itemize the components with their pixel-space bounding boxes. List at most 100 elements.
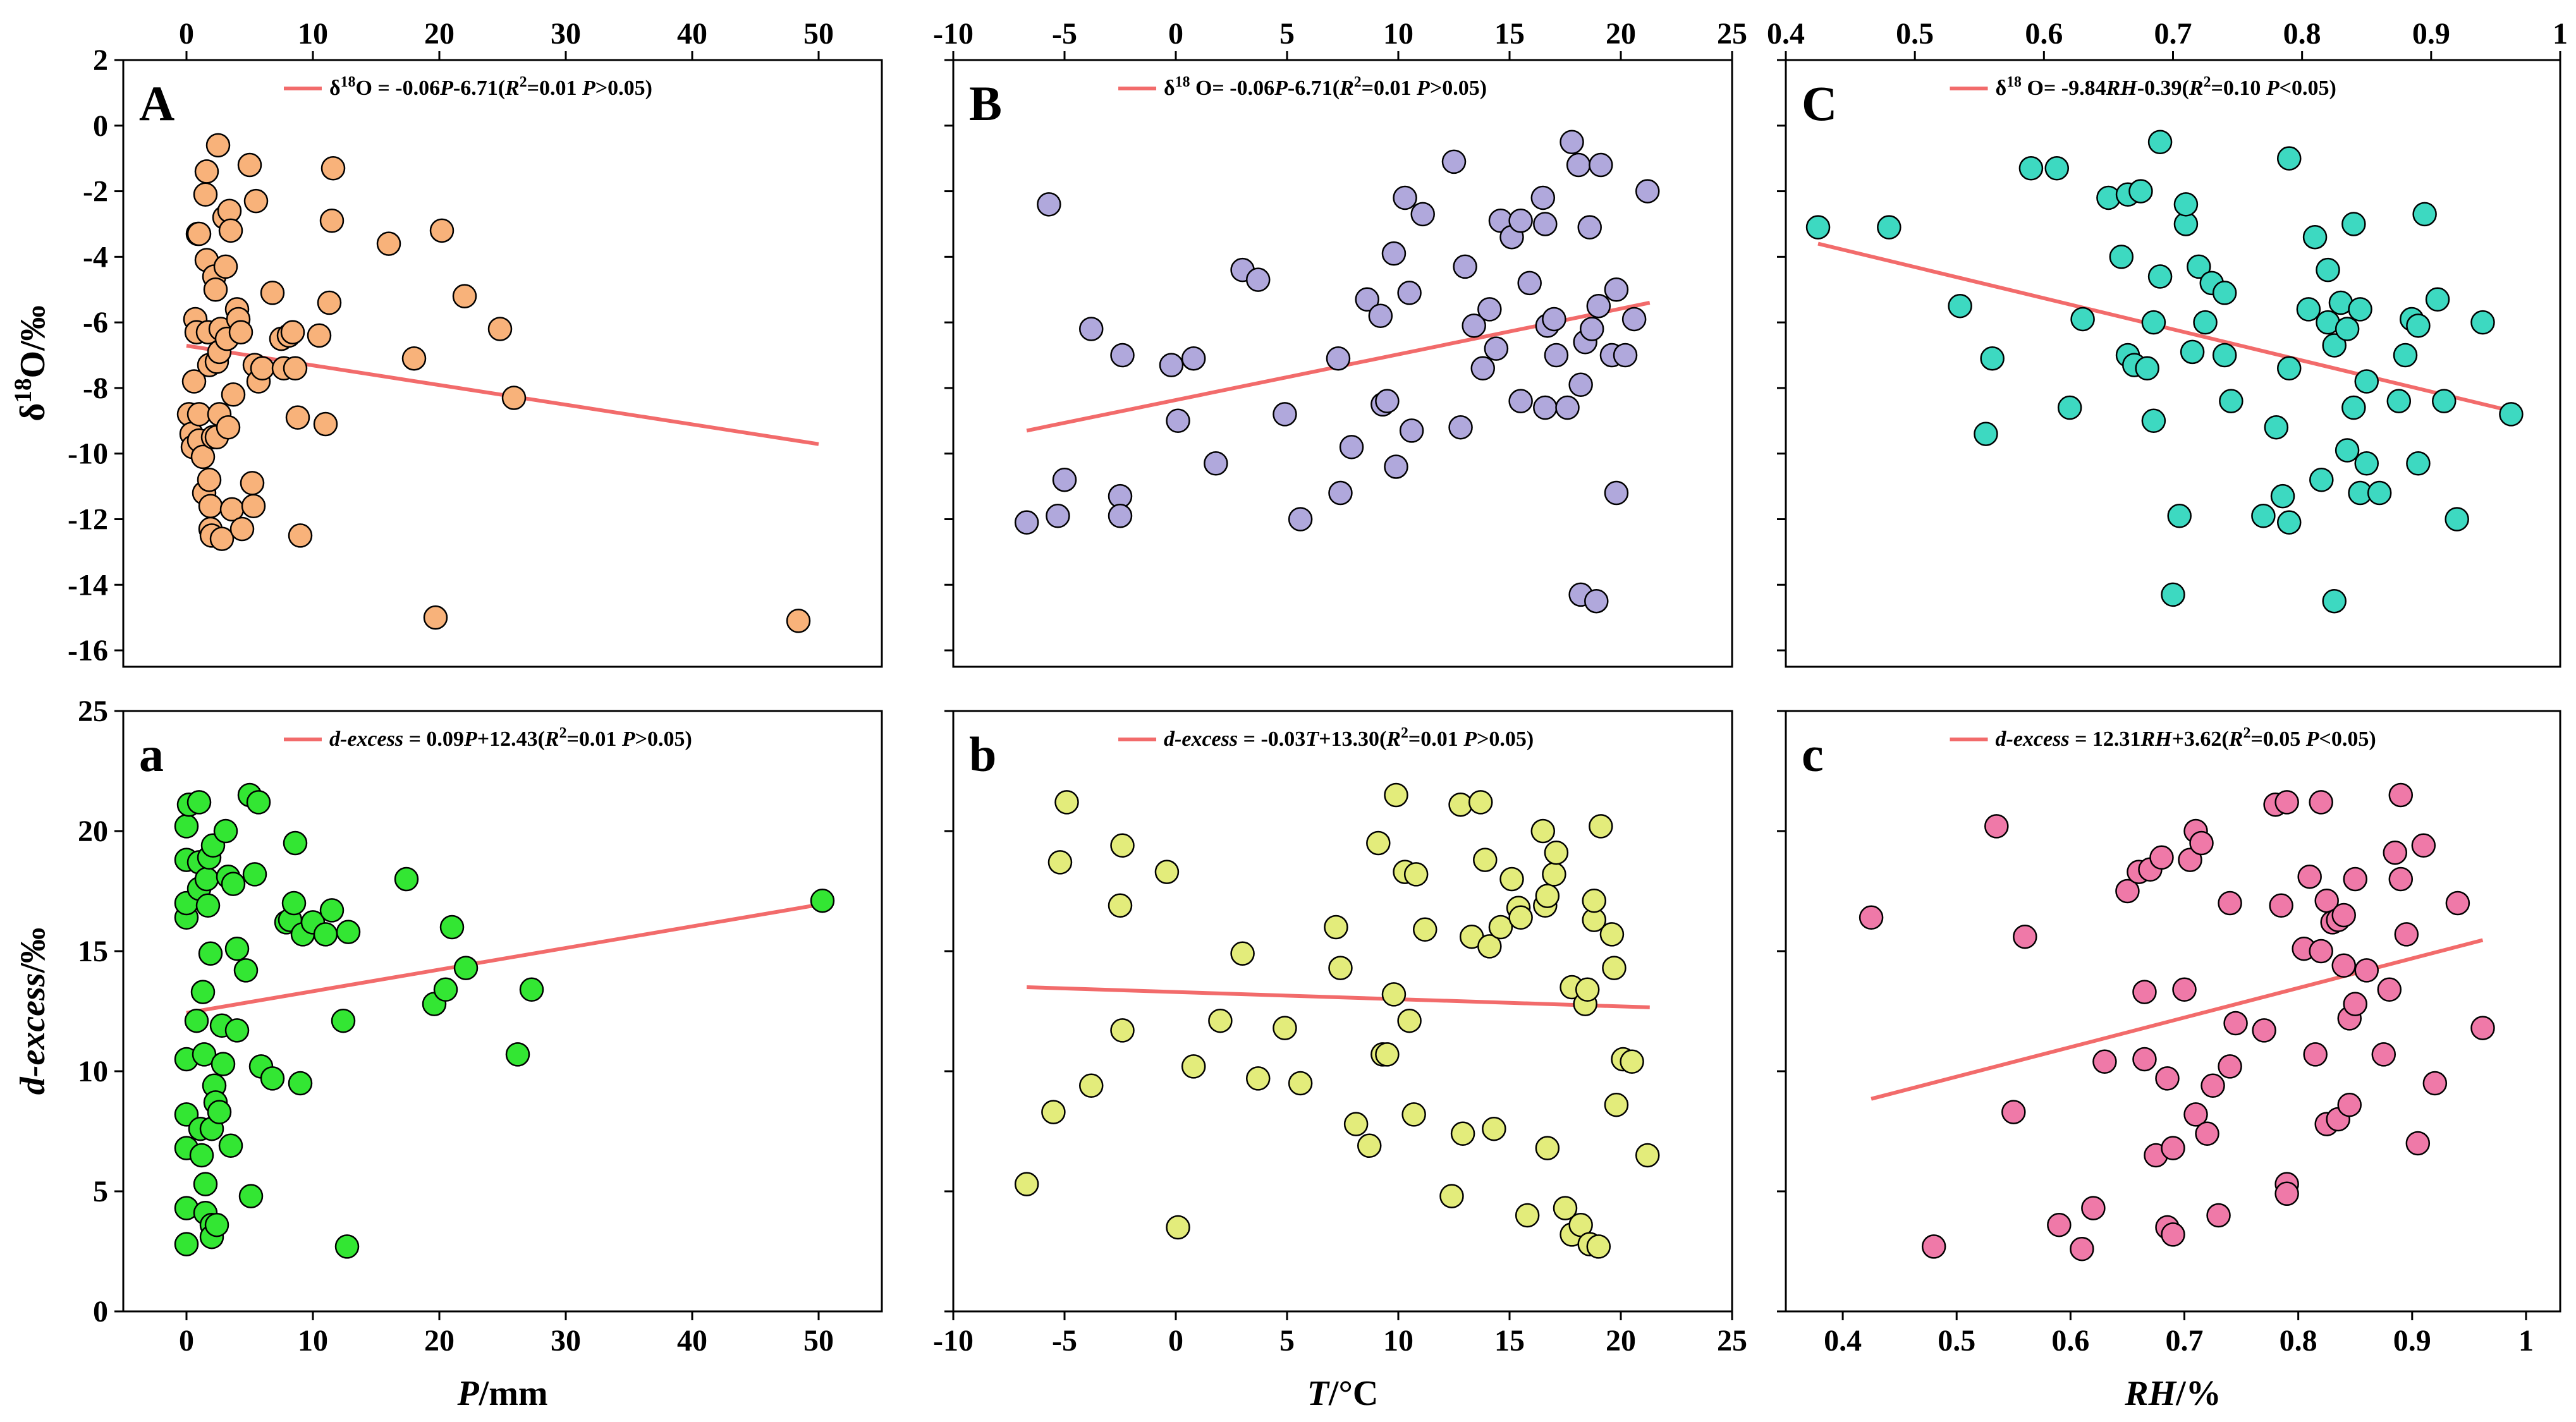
data-point [1533,212,1558,236]
data-point [1575,977,1600,1002]
data-point [228,320,253,344]
data-point [2141,408,2166,434]
x-tick-label: 0.6 [2025,17,2063,51]
data-point [190,444,216,470]
data-point [1499,866,1524,892]
data-point [2161,582,2185,607]
data-point [281,890,307,916]
data-point [2274,790,2299,815]
x-axis-label: RH/% [2124,1374,2221,1413]
data-point [2405,1131,2431,1156]
data-point [1473,848,1498,872]
y-tick-label: -14 [68,568,108,602]
data-point [197,467,222,492]
data-point [452,284,477,308]
data-point [2383,840,2408,865]
data-point [246,790,271,815]
data-point [1589,814,1613,839]
data-point [2201,1073,2225,1098]
data-point [1375,1042,1400,1067]
data-point [1154,860,1180,884]
x-tick-label: -10 [933,1324,974,1358]
data-point [2219,389,2243,413]
data-point [2187,254,2211,279]
data-point [1046,504,1070,528]
data-point [2167,504,2192,528]
data-point [1584,588,1609,614]
panel-letter: C [1802,76,1837,131]
data-point [1877,215,1901,240]
x-tick-label: 0.9 [2393,1324,2431,1358]
data-point [2277,510,2302,535]
data-point [242,862,267,887]
data-point [1635,179,1660,204]
data-point [2057,395,2082,420]
data-point [1984,814,2009,839]
data-point [1047,850,1073,875]
x-tick-label: 10 [1383,1324,1413,1358]
data-point [1108,893,1133,918]
data-point [810,888,835,913]
data-point [2394,922,2419,947]
data-point [1014,1172,1039,1196]
plot-frame [952,59,1733,668]
data-point [2251,504,2276,528]
x-tick-label: -10 [933,17,974,51]
x-tick-label: 0.7 [2154,17,2192,51]
data-point [1553,1196,1578,1220]
data-point [1014,510,1039,535]
data-point [2354,369,2379,394]
data-point [2331,953,2356,978]
data-point [1604,480,1629,506]
data-point [2070,1236,2094,1261]
data-point [280,320,305,344]
x-tick-label: 0 [179,17,194,51]
data-point [1288,507,1313,532]
data-point [2274,1181,2299,1206]
data-point [216,415,241,440]
data-point [194,159,219,184]
x-tick-label: 50 [803,17,834,51]
data-point [2132,980,2157,1004]
data-point [1037,192,1061,217]
data-point [1384,454,1408,479]
data-point [1921,1234,1946,1259]
x-tick-label: 20 [424,1324,455,1358]
data-point [1054,790,1079,815]
data-point [2173,192,2199,217]
data-point [1410,202,1435,227]
data-point [285,405,310,430]
data-point [1508,905,1533,930]
data-point [1517,270,1542,296]
data-point [2212,343,2237,368]
data-point [221,872,246,896]
data-point [2218,1054,2242,1079]
data-point [1604,1092,1629,1117]
data-point [1535,1136,1560,1160]
data-point [2147,130,2173,154]
data-point [224,1018,250,1043]
data-point [260,1066,285,1091]
data-point [2432,389,2457,413]
data-point [336,920,361,944]
data-point [1533,395,1558,420]
data-point [2269,893,2293,918]
data-point [2422,1071,2448,1096]
data-point [2149,845,2174,870]
data-point [229,516,255,542]
data-point [1602,956,1627,980]
data-point [1560,130,1584,154]
data-point [1635,1143,1660,1168]
data-point [1166,1215,1190,1240]
data-point [2115,878,2140,904]
x-tick-label: 0.5 [1896,17,1934,51]
data-point [2155,1066,2180,1091]
y-tick-label: -6 [83,306,108,339]
data-point [1343,1112,1369,1136]
data-point [1613,343,1638,368]
data-point [319,209,345,233]
data-point [376,231,401,256]
x-tick-label: 10 [1383,17,1413,51]
data-point [2183,1102,2208,1127]
data-point [2377,977,2402,1002]
